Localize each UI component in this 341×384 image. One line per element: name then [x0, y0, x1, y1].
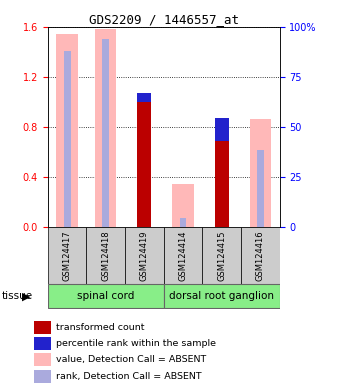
Bar: [102, 39, 109, 227]
Bar: [179, 218, 187, 227]
Title: GDS2209 / 1446557_at: GDS2209 / 1446557_at: [89, 13, 239, 26]
Bar: [257, 150, 264, 227]
Bar: [33, 353, 51, 366]
Bar: [137, 102, 151, 227]
Bar: [250, 119, 271, 227]
Bar: [164, 227, 202, 284]
Text: value, Detection Call = ABSENT: value, Detection Call = ABSENT: [56, 355, 206, 364]
Text: GSM124415: GSM124415: [217, 230, 226, 281]
Text: percentile rank within the sample: percentile rank within the sample: [56, 339, 216, 348]
Bar: [164, 284, 280, 308]
Text: spinal cord: spinal cord: [77, 291, 134, 301]
Text: tissue: tissue: [2, 291, 33, 301]
Bar: [48, 227, 86, 284]
Text: transformed count: transformed count: [56, 323, 144, 332]
Text: GSM124417: GSM124417: [62, 230, 72, 281]
Text: ▶: ▶: [22, 291, 31, 301]
Bar: [137, 93, 151, 102]
Bar: [33, 321, 51, 334]
Text: GSM124414: GSM124414: [178, 230, 188, 281]
Bar: [241, 227, 280, 284]
Bar: [215, 118, 228, 227]
Bar: [95, 29, 116, 227]
Bar: [56, 34, 78, 227]
Bar: [86, 227, 125, 284]
Text: GSM124418: GSM124418: [101, 230, 110, 281]
Bar: [33, 337, 51, 350]
Bar: [172, 184, 194, 227]
Bar: [215, 118, 228, 141]
Bar: [202, 227, 241, 284]
Bar: [33, 370, 51, 382]
Text: GSM124416: GSM124416: [256, 230, 265, 281]
Bar: [63, 51, 71, 227]
Text: rank, Detection Call = ABSENT: rank, Detection Call = ABSENT: [56, 372, 201, 381]
Text: dorsal root ganglion: dorsal root ganglion: [169, 291, 274, 301]
Bar: [48, 284, 164, 308]
Bar: [125, 227, 164, 284]
Text: GSM124419: GSM124419: [140, 230, 149, 281]
